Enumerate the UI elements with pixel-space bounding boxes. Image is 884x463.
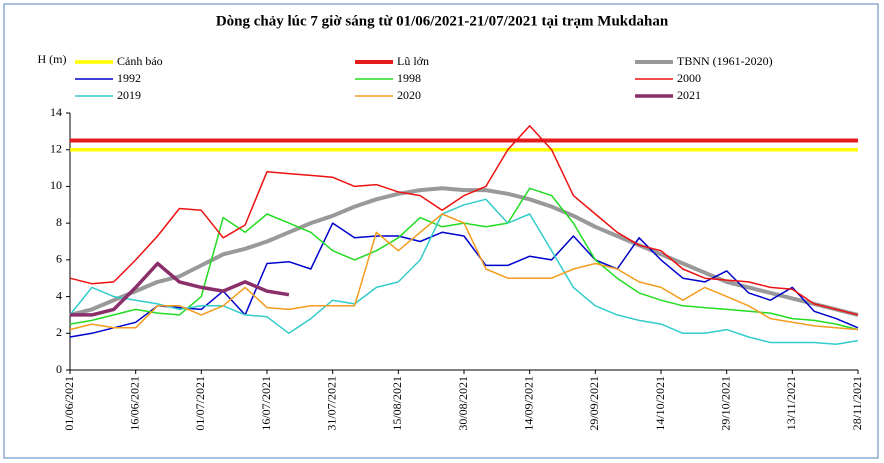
- x-tick-label: 01/07/2021: [193, 376, 207, 431]
- x-tick-label: 29/09/2021: [587, 376, 601, 431]
- y-tick-label: 4: [56, 288, 62, 302]
- y-tick-label: 0: [56, 362, 62, 376]
- y-tick-label: 2: [56, 325, 62, 339]
- y-tick-label: 6: [56, 252, 62, 266]
- x-tick-label: 16/06/2021: [127, 376, 141, 431]
- series-line: [69, 213, 859, 331]
- legend-label: 2019: [117, 88, 141, 102]
- y-axis-label: H (m): [38, 52, 67, 66]
- x-tick-label: 13/11/2021: [784, 376, 798, 430]
- x-tick-label: 16/07/2021: [259, 376, 273, 431]
- x-tick-label: 28/11/2021: [850, 376, 864, 430]
- x-tick-label: 31/07/2021: [324, 376, 338, 431]
- x-tick-label: 15/08/2021: [390, 376, 404, 431]
- series-line: [70, 261, 290, 317]
- legend-label: 2021: [677, 88, 701, 102]
- y-tick-label: 14: [50, 105, 62, 119]
- legend-label: TBNN (1961-2020): [677, 54, 773, 68]
- x-tick-label: 14/10/2021: [653, 376, 667, 431]
- legend-label: Lũ lớn: [397, 54, 429, 68]
- legend-label: 1998: [397, 71, 421, 85]
- legend-label: Cảnh báo: [117, 54, 163, 68]
- x-tick-label: 01/06/2021: [62, 376, 76, 431]
- x-tick-label: 14/09/2021: [521, 376, 535, 431]
- x-tick-label: 30/08/2021: [456, 376, 470, 431]
- chart-frame: [3, 3, 879, 459]
- series-line: [69, 222, 859, 338]
- y-tick-label: 12: [50, 141, 62, 155]
- legend-label: 2020: [397, 88, 421, 102]
- legend-label: 1992: [117, 71, 141, 85]
- x-tick-label: 29/10/2021: [718, 376, 732, 431]
- legend-label: 2000: [677, 71, 701, 85]
- y-tick-label: 10: [50, 178, 62, 192]
- chart-title: Dòng chảy lúc 7 giờ sáng từ 01/06/2021-2…: [216, 13, 669, 29]
- y-tick-label: 8: [56, 215, 62, 229]
- series-line: [69, 125, 859, 316]
- series-line: [69, 198, 859, 346]
- series-line: [69, 186, 859, 317]
